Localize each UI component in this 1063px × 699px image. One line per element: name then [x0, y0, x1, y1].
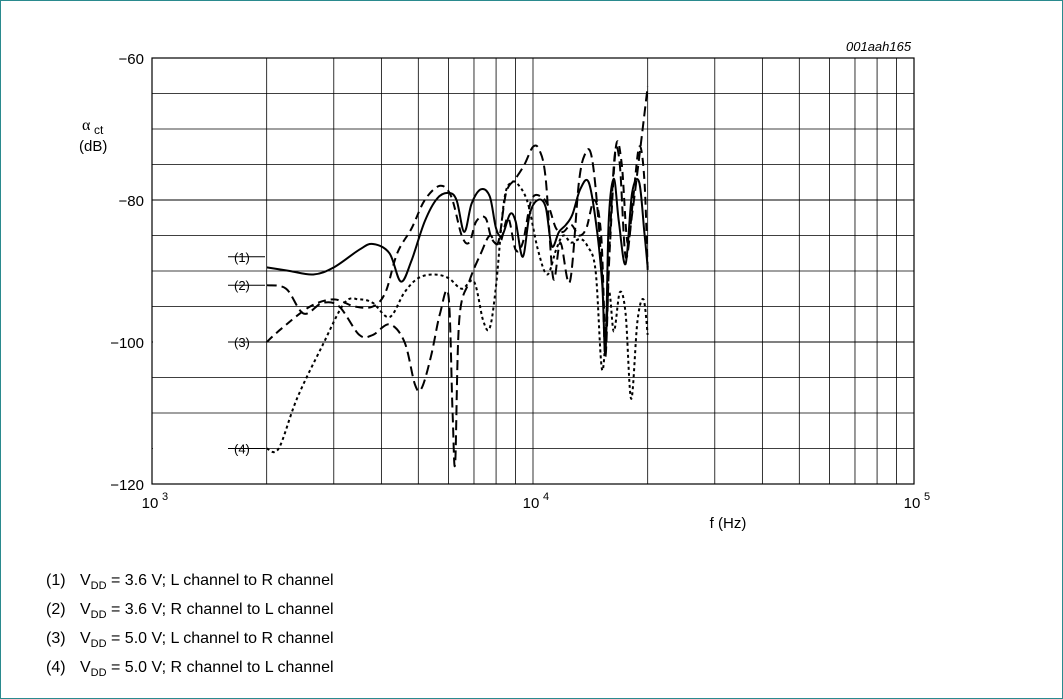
legend-number: (1) — [46, 572, 66, 589]
y-axis-subscript: ct — [94, 123, 104, 137]
curve-label-background — [153, 275, 229, 296]
x-tick-exponent: 4 — [543, 491, 549, 503]
plot-border — [151, 57, 915, 485]
x-tick-label: 10 — [904, 495, 921, 512]
series-line — [266, 177, 649, 355]
y-axis-unit: (dB) — [79, 138, 107, 155]
legend-subscript: DD — [90, 667, 107, 680]
series-line — [266, 180, 649, 454]
legend-symbol: V — [80, 659, 91, 676]
series-line — [266, 140, 649, 343]
curve-label-background — [153, 246, 229, 267]
curve-label: (4) — [234, 442, 250, 457]
x-tick-label: 10 — [523, 495, 540, 512]
legend-symbol: V — [80, 572, 91, 589]
x-tick-exponent: 5 — [924, 491, 930, 503]
legend-number: (4) — [46, 659, 66, 676]
legend-text: = 3.6 V; L channel to R channel — [106, 572, 334, 589]
legend-text: = 5.0 V; R channel to L channel — [106, 659, 334, 676]
legend-subscript: DD — [90, 638, 107, 651]
legend-symbol: V — [80, 630, 91, 647]
x-tick-label: 10 — [142, 495, 159, 512]
legend-subscript: DD — [90, 580, 107, 593]
y-tick-label: −60 — [119, 51, 144, 68]
legend-symbol: V — [80, 601, 91, 618]
legend-item: (1) VDD = 3.6 V; L channel to R channel — [46, 572, 334, 592]
y-tick-label: −120 — [110, 477, 144, 494]
legend-number: (3) — [46, 630, 66, 647]
legend-text: = 3.6 V; R channel to L channel — [106, 601, 334, 618]
grid — [151, 57, 914, 485]
figure-reference: 001aah165 — [846, 39, 912, 54]
curve-label-background — [153, 332, 229, 352]
x-tick-exponent: 3 — [162, 491, 168, 503]
y-tick-label: −80 — [119, 193, 144, 210]
legend-item: (3) VDD = 5.0 V; L channel to R channel — [46, 630, 334, 650]
x-axis-label: f (Hz) — [710, 515, 747, 532]
legend-item: (4) VDD = 5.0 V; R channel to L channel — [46, 659, 334, 679]
y-axis-symbol: α — [82, 117, 91, 134]
curve-label-background — [153, 438, 229, 459]
curve-label: (3) — [234, 335, 250, 350]
y-tick-label: −100 — [110, 335, 144, 352]
legend-subscript: DD — [90, 609, 107, 622]
legend-item: (2) VDD = 3.6 V; R channel to L channel — [46, 601, 334, 621]
curve-label: (2) — [234, 278, 250, 293]
legend-text: = 5.0 V; L channel to R channel — [106, 630, 334, 647]
legend-number: (2) — [46, 601, 66, 618]
curve-label: (1) — [234, 250, 250, 265]
series-line — [266, 86, 649, 467]
